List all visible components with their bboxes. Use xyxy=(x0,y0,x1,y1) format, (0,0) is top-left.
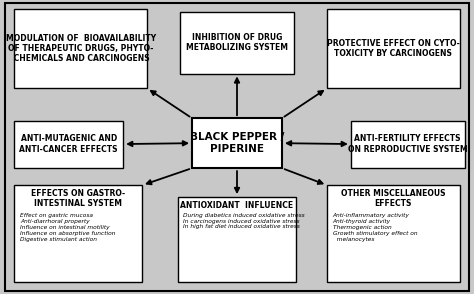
Text: MODULATION OF  BIOAVAILABILITY
OF THERAPEUTIC DRUGS, PHYTO-
 CHEMICALS AND CARCI: MODULATION OF BIOAVAILABILITY OF THERAPE… xyxy=(6,34,155,64)
FancyBboxPatch shape xyxy=(14,185,142,282)
Text: During diabetics induced oxidative stress
In carcinogens induced oxidative stres: During diabetics induced oxidative stres… xyxy=(183,213,305,229)
Text: PROTECTIVE EFFECT ON CYTO-
TOXICITY BY CARCINOGENS: PROTECTIVE EFFECT ON CYTO- TOXICITY BY C… xyxy=(327,39,460,58)
Text: ANTIOXIDANT  INFLUENCE: ANTIOXIDANT INFLUENCE xyxy=(181,201,293,210)
Text: BLACK PEPPER /
PIPERINE: BLACK PEPPER / PIPERINE xyxy=(190,132,284,154)
Text: Anti-inflammatory activity
Anti-thyroid activity
Thermogenic action
Growth stimu: Anti-inflammatory activity Anti-thyroid … xyxy=(333,213,418,242)
Text: INHIBITION OF DRUG
METABOLIZING SYSTEM: INHIBITION OF DRUG METABOLIZING SYSTEM xyxy=(186,33,288,52)
FancyBboxPatch shape xyxy=(180,12,294,74)
Text: OTHER MISCELLANEOUS
EFFECTS: OTHER MISCELLANEOUS EFFECTS xyxy=(341,189,446,208)
FancyBboxPatch shape xyxy=(14,121,123,168)
Text: EFFECTS ON GASTRO-
INTESTINAL SYSTEM: EFFECTS ON GASTRO- INTESTINAL SYSTEM xyxy=(31,189,125,208)
FancyBboxPatch shape xyxy=(5,3,469,291)
FancyBboxPatch shape xyxy=(192,118,282,168)
Text: ANTI-FERTILITY EFFECTS
ON REPRODUCTIVE SYSTEM: ANTI-FERTILITY EFFECTS ON REPRODUCTIVE S… xyxy=(348,134,467,154)
Text: Effect on gastric mucosa
Anti-diarrhoral property
Influence on intestinal motili: Effect on gastric mucosa Anti-diarrhoral… xyxy=(20,213,115,242)
FancyBboxPatch shape xyxy=(178,197,296,282)
FancyBboxPatch shape xyxy=(327,185,460,282)
FancyBboxPatch shape xyxy=(351,121,465,168)
Text: ANTI-MUTAGENIC AND
ANTI-CANCER EFFECTS: ANTI-MUTAGENIC AND ANTI-CANCER EFFECTS xyxy=(19,134,118,154)
FancyBboxPatch shape xyxy=(14,9,147,88)
FancyBboxPatch shape xyxy=(327,9,460,88)
